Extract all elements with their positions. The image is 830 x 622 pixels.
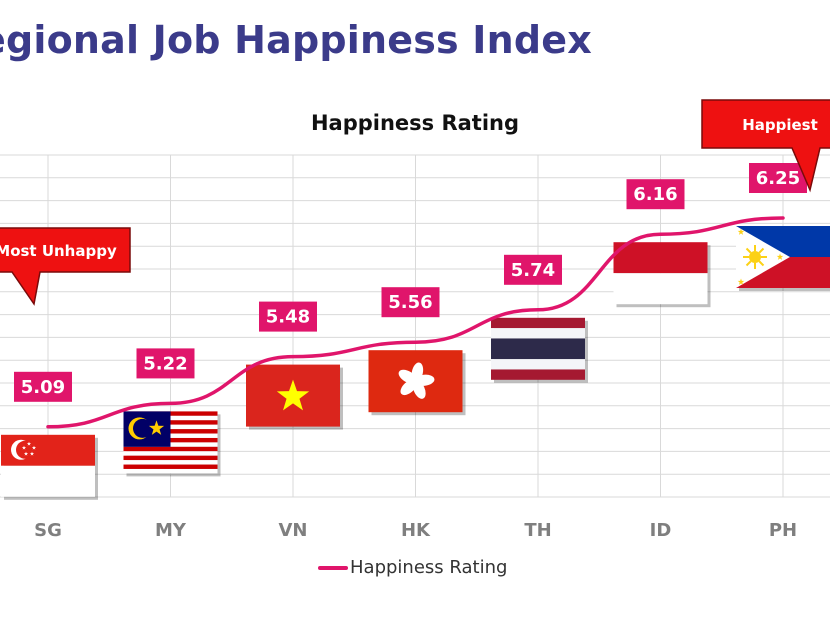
data-label: 5.09: [21, 377, 65, 398]
data-labels: 5.09 5.22 5.48 5.56 5.74 6.16 6.25: [14, 163, 807, 402]
x-tick-label: PH: [769, 520, 797, 541]
flag-band: [491, 328, 585, 339]
sun-icon: [749, 251, 761, 263]
sun-ray: [754, 263, 756, 269]
flag-band: [491, 317, 585, 329]
callout-most-unhappy-text: Most Unhappy: [0, 242, 117, 260]
flag-stripe: [123, 468, 218, 474]
sun-ray: [743, 256, 749, 258]
flag-stripe: [123, 451, 218, 456]
data-label-box: [504, 254, 562, 285]
callout-most-unhappy: [0, 227, 131, 306]
callout-happiest: [701, 99, 830, 193]
thailand-flag: [491, 317, 588, 383]
sun-ray: [745, 260, 752, 267]
crescent-cut: [133, 418, 152, 438]
malaysia-flag: [123, 411, 221, 477]
data-label: 5.22: [143, 353, 187, 374]
sun-ray: [745, 247, 752, 254]
data-label-box: [259, 301, 317, 332]
flag-band-red: [613, 242, 708, 274]
data-label: 6.25: [756, 168, 800, 189]
star-icon: [148, 420, 165, 435]
star-icon: [31, 445, 37, 450]
data-label: 5.74: [511, 260, 555, 281]
data-label: 5.56: [388, 292, 432, 313]
hong-kong-flag: [368, 350, 466, 416]
legend-swatch: [318, 565, 348, 570]
singapore-flag: [1, 434, 98, 500]
country-flags: [1, 226, 830, 500]
x-tick-label: ID: [650, 520, 672, 541]
star-icon: [737, 278, 745, 285]
x-tick-label: HK: [401, 520, 431, 541]
data-label-box: [381, 287, 440, 318]
star-icon: [26, 441, 32, 446]
data-label: 5.48: [266, 307, 310, 328]
data-label-box: [626, 179, 685, 210]
flag-band-white: [613, 273, 708, 305]
flag-stripe: [123, 455, 218, 461]
flag-stripe: [123, 460, 218, 465]
legend: Happiness Rating: [318, 557, 507, 578]
sun-ray: [761, 256, 767, 258]
star-icon: [21, 445, 27, 450]
data-label-box: [136, 348, 195, 379]
flag-band: [491, 369, 585, 380]
flag-band-white: [1, 465, 95, 497]
chart-title: Happiness Rating: [310, 111, 520, 135]
crescent-cut: [16, 440, 34, 459]
series-lines: [46, 216, 785, 429]
data-label-box: [749, 163, 807, 193]
star-icon: [276, 379, 310, 411]
star-icon: [776, 253, 784, 260]
data-label-box: [14, 371, 72, 402]
x-tick-label: SG: [34, 520, 62, 541]
bauhinia-petal-icon: [398, 369, 417, 384]
flag-stripe: [123, 446, 218, 452]
x-tick-label: MY: [155, 520, 187, 541]
sun-ray: [758, 260, 765, 267]
star-icon: [29, 451, 35, 456]
legend-label: Happiness Rating: [350, 557, 508, 578]
x-axis-ticks: SG MY VN HK TH ID PH: [34, 520, 797, 541]
indonesia-flag: [613, 242, 711, 308]
x-tick-label: VN: [279, 520, 308, 541]
vietnam-flag: [246, 364, 343, 430]
philippines-flag: [736, 226, 830, 291]
callout-happiest-text: Happiest: [742, 116, 818, 134]
star-icon: [737, 228, 745, 235]
x-tick-label: TH: [524, 520, 551, 541]
data-label: 6.16: [633, 184, 677, 205]
page-title: egional Job Happiness Index: [0, 18, 592, 62]
flag-band: [491, 359, 585, 370]
flag-band: [491, 338, 585, 360]
sun-ray: [754, 245, 756, 251]
flag-stripe: [123, 464, 218, 469]
star-icon: [23, 451, 29, 456]
sun-ray: [758, 247, 765, 254]
callouts: Most Unhappy Happiest: [0, 99, 830, 306]
